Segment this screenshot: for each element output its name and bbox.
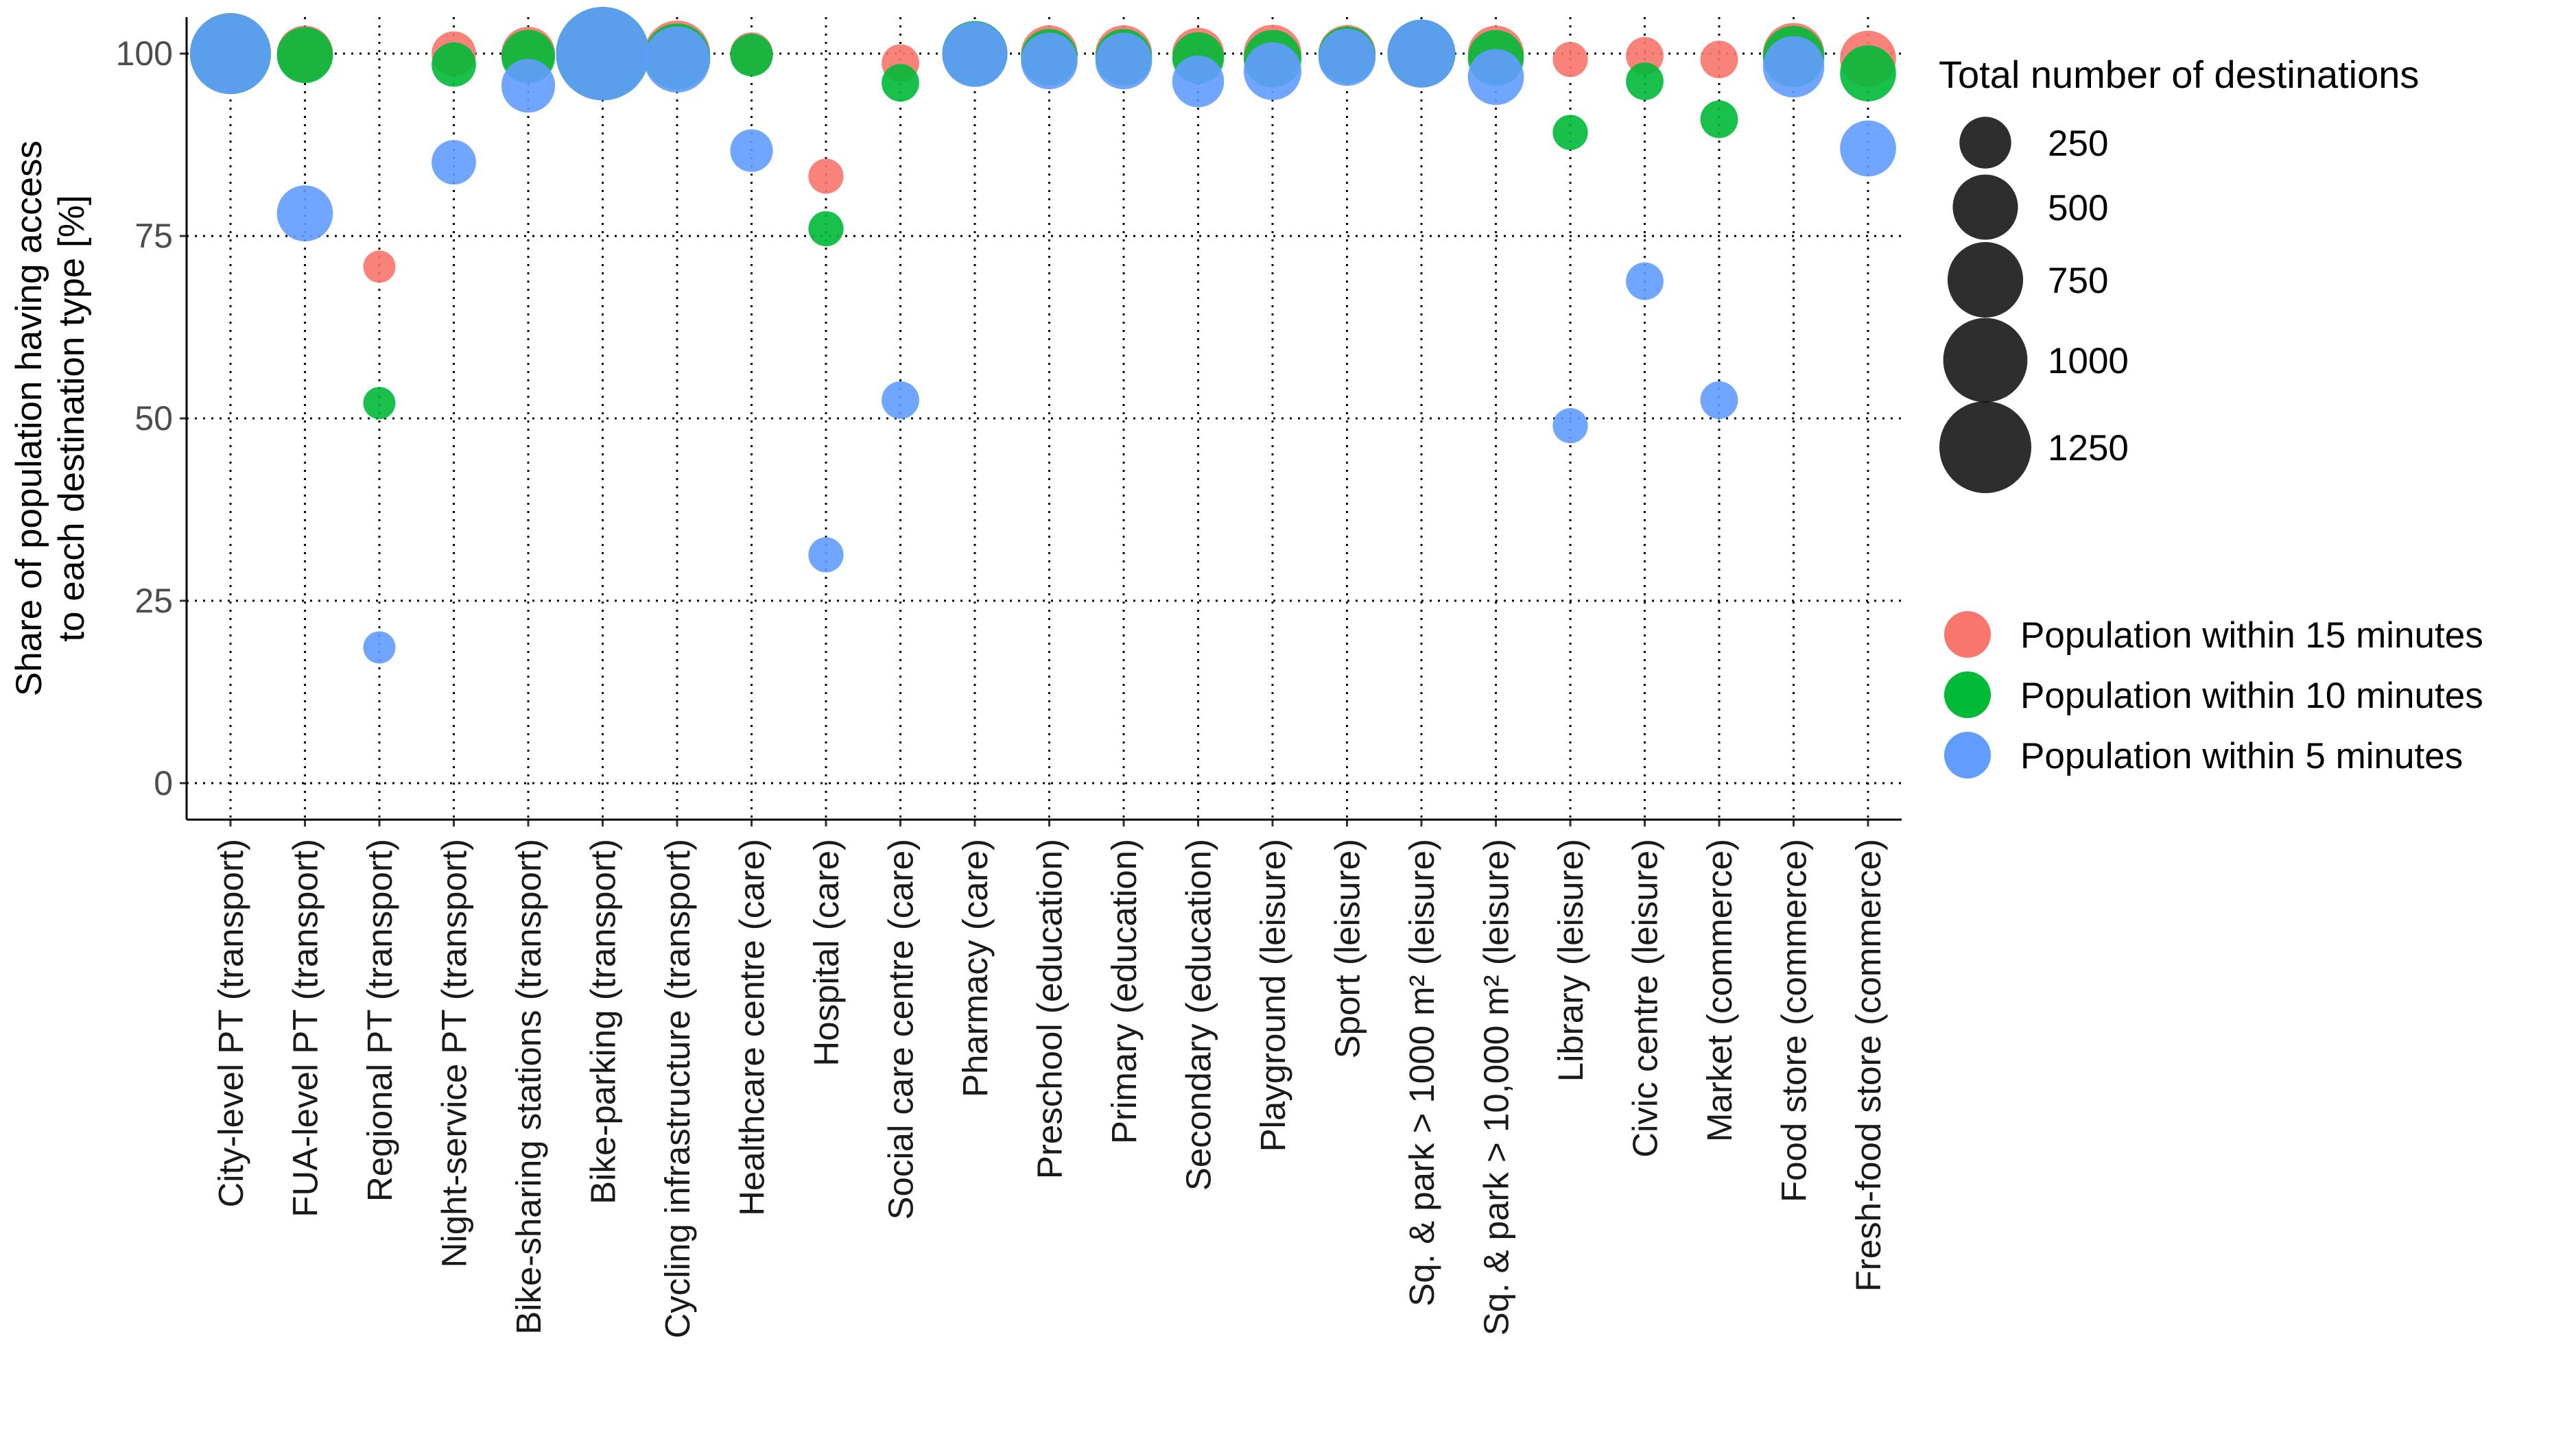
data-point [1626, 262, 1664, 300]
x-tick-label: Preschool (education) [1030, 839, 1070, 1179]
color-legend: Population within 15 minutes Population w… [1944, 611, 2483, 778]
data-point [276, 27, 333, 84]
data-point [730, 34, 773, 77]
data-point [363, 631, 396, 664]
x-tick-label: Regional PT (transport) [360, 839, 399, 1202]
x-tick-label: Bike-parking (transport) [584, 839, 623, 1204]
x-tick-label: Hospital (care) [807, 839, 846, 1067]
x-tick-label: Pharmacy (care) [956, 839, 995, 1097]
y-tick-label: 75 [134, 217, 173, 255]
color-legend-marker [1944, 671, 1991, 718]
size-legend-marker [1939, 401, 2032, 494]
data-point [1467, 49, 1524, 106]
x-tick-label: Sq. & park > 10,000 m² (leisure) [1477, 839, 1516, 1335]
data-point [808, 211, 844, 247]
x-tick-label: Social care centre (care) [882, 839, 921, 1220]
color-legend-marker [1944, 611, 1991, 658]
x-tick-label: Primary (education) [1104, 839, 1144, 1144]
size-legend-label: 250 [2048, 123, 2108, 164]
data-point [190, 13, 271, 95]
data-point [882, 64, 919, 102]
y-tick-label: 25 [134, 582, 173, 620]
x-tick-label: FUA-level PT (transport) [286, 839, 325, 1217]
data-point [1552, 408, 1588, 444]
marks-layer [190, 7, 1896, 664]
size-legend-marker [1943, 318, 2028, 403]
y-axis-title-line-1: Share of population having access [9, 141, 49, 696]
size-legend-label: 1250 [2048, 428, 2129, 468]
x-tick-label: Secondary (education) [1179, 839, 1218, 1191]
x-tick-label: Fresh-food store (commerce) [1849, 839, 1888, 1292]
size-legend-label: 500 [2048, 188, 2108, 228]
x-tick-label: Sport (leisure) [1328, 839, 1367, 1058]
x-tick-label: Food store (commerce) [1775, 839, 1814, 1202]
x-tick-label: Night-service PT (transport) [435, 839, 474, 1267]
data-point [276, 185, 333, 241]
x-tick-label: Library (leisure) [1551, 839, 1590, 1082]
data-point [1700, 40, 1738, 79]
y-tick-label: 0 [154, 764, 173, 802]
data-point [432, 140, 476, 185]
data-point [432, 42, 476, 87]
size-legend: Total number of destinations 250 500 750 10… [1939, 53, 2419, 494]
color-legend-label: Population within 10 minutes [2020, 676, 2483, 716]
x-tick-label: Market (commerce) [1700, 839, 1739, 1142]
y-tick-labels: 0 25 50 75 100 [116, 34, 173, 802]
data-point [942, 21, 1008, 87]
color-legend-label: Population within 15 minutes [2020, 615, 2483, 656]
data-point [1626, 62, 1664, 101]
data-point [643, 26, 711, 93]
data-point [1840, 45, 1896, 102]
x-tick-label: Sq. & park > 1000 m² (leisure) [1402, 839, 1441, 1307]
x-tick-label: Civic centre (leisure) [1626, 839, 1665, 1158]
data-point [363, 250, 396, 283]
y-tick-label: 100 [116, 34, 173, 73]
color-legend-label: Population within 5 minutes [2020, 736, 2463, 776]
data-point [1840, 120, 1896, 177]
size-legend-marker [1947, 241, 2024, 318]
x-tick-label: Bike-sharing stations (transport) [509, 839, 548, 1335]
size-legend-title: Total number of destinations [1939, 53, 2419, 96]
size-legend-label: 1000 [2048, 341, 2129, 381]
y-tick-label: 50 [134, 399, 173, 438]
data-point [1095, 32, 1153, 90]
x-tick-labels: City-level PT (transport) FUA-level PT (t… [211, 839, 1888, 1338]
x-tick-label: City-level PT (transport) [211, 839, 250, 1208]
data-point [501, 58, 556, 113]
size-legend-marker [1952, 174, 2018, 240]
data-point [730, 129, 773, 172]
size-legend-marker [1959, 117, 2011, 169]
y-axis-title-line-2: to each destination type [%] [51, 195, 92, 641]
data-point [882, 381, 919, 419]
color-legend-marker [1944, 732, 1991, 778]
data-point [1552, 42, 1588, 78]
data-point [1552, 115, 1588, 150]
data-point [808, 158, 844, 194]
data-point [808, 537, 844, 573]
data-point [1318, 28, 1376, 86]
data-point [1762, 36, 1825, 98]
data-point [1243, 42, 1302, 100]
y-axis-title: Share of population having access to eac… [9, 141, 92, 696]
grid-layer [180, 17, 1902, 826]
data-point [363, 387, 396, 420]
data-point [1021, 32, 1078, 90]
x-tick-label: Cycling infrastructure (transport) [658, 839, 697, 1338]
data-point [1387, 19, 1456, 88]
axes-layer [185, 17, 1902, 821]
data-point [1700, 100, 1738, 139]
data-point [1700, 381, 1738, 419]
x-tick-label: Healthcare centre (care) [733, 839, 772, 1216]
x-tick-label: Playground (leisure) [1253, 839, 1292, 1152]
data-point [556, 7, 650, 101]
data-point [1172, 55, 1225, 108]
size-legend-label: 750 [2048, 261, 2108, 301]
